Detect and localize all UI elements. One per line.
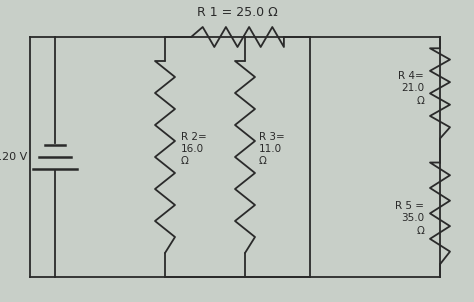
Text: R 2=
16.0
Ω: R 2= 16.0 Ω	[181, 132, 207, 166]
Text: R 3=
11.0
Ω: R 3= 11.0 Ω	[259, 132, 285, 166]
Text: 120 V: 120 V	[0, 152, 27, 162]
Text: R 1 = 25.0 Ω: R 1 = 25.0 Ω	[197, 6, 278, 19]
Text: R 5 =
35.0
Ω: R 5 = 35.0 Ω	[395, 201, 424, 236]
Text: R 4=
21.0
Ω: R 4= 21.0 Ω	[398, 71, 424, 106]
